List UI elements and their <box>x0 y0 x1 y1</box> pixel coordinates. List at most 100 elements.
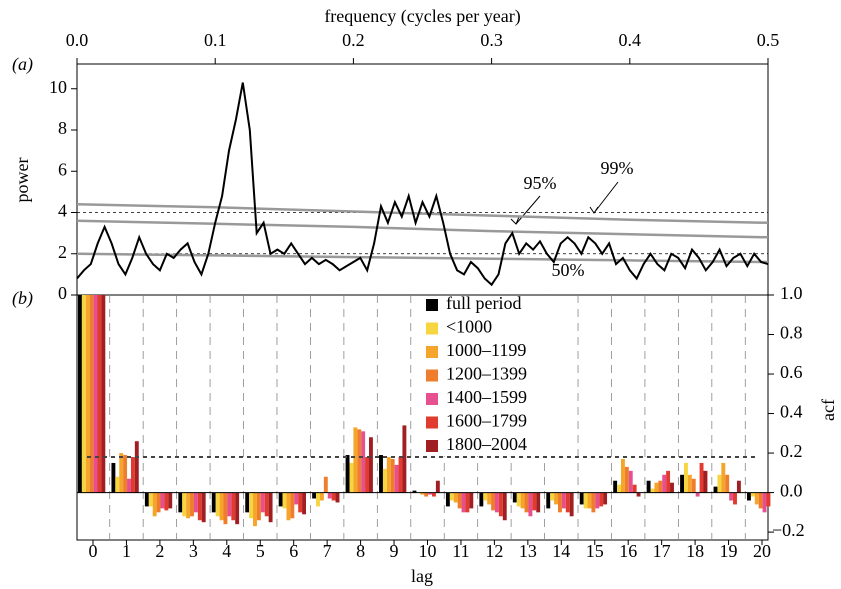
y-tick-label: 0.6 <box>780 362 803 382</box>
bar <box>223 492 228 525</box>
bar <box>680 474 684 493</box>
bar <box>583 492 588 509</box>
bar <box>435 480 440 493</box>
bar <box>736 480 741 493</box>
x-tick-label: 16 <box>619 541 637 561</box>
bar <box>197 492 202 521</box>
bar <box>624 466 629 493</box>
bar <box>766 492 771 507</box>
bar <box>516 492 521 507</box>
bar <box>524 492 529 513</box>
bar <box>168 492 173 509</box>
bar <box>353 427 358 493</box>
bar <box>483 492 488 501</box>
y-axis-label: power <box>12 158 32 203</box>
line-annotation: 99% <box>601 158 634 178</box>
bar <box>747 492 751 501</box>
bar <box>349 462 354 493</box>
bar <box>382 468 387 493</box>
bar <box>398 457 403 493</box>
bar <box>193 492 198 513</box>
bar <box>733 492 737 505</box>
x-tick-label: 11 <box>452 541 469 561</box>
bar <box>186 492 191 519</box>
series-line <box>76 219 769 239</box>
bar <box>699 462 704 493</box>
bar <box>316 492 320 507</box>
bar <box>491 492 495 511</box>
bar <box>182 492 187 517</box>
bar <box>465 492 470 513</box>
y-tick-label: 8 <box>58 118 67 138</box>
bar <box>613 480 618 493</box>
bar <box>331 492 336 501</box>
bar <box>695 492 700 497</box>
bar <box>327 492 332 499</box>
legend-swatch <box>426 440 438 452</box>
x-tick-label: 0 <box>89 541 98 561</box>
bar <box>658 480 663 493</box>
y-tick-label: 1.0 <box>780 283 803 303</box>
bar <box>219 492 224 521</box>
bar <box>282 492 287 509</box>
bar <box>119 453 124 493</box>
bar <box>569 492 574 517</box>
bar <box>666 470 671 493</box>
legend-box <box>418 296 570 456</box>
bar <box>762 492 767 513</box>
bar <box>260 492 265 513</box>
bar <box>190 492 194 517</box>
bar <box>546 492 551 509</box>
bar <box>127 478 131 493</box>
bar <box>256 492 261 521</box>
bar <box>298 492 303 513</box>
legend-swatch <box>426 416 438 429</box>
bar <box>561 492 566 509</box>
series-line <box>76 82 769 287</box>
bar <box>495 492 499 513</box>
bar <box>235 492 240 525</box>
bar <box>420 492 425 495</box>
bar <box>650 488 655 493</box>
bar <box>621 458 625 493</box>
bar <box>703 470 708 493</box>
bar <box>312 492 317 499</box>
bar <box>156 492 161 513</box>
bar <box>729 492 734 501</box>
bar <box>264 492 269 517</box>
bar <box>498 492 503 517</box>
bar <box>528 492 533 517</box>
bar <box>532 492 537 511</box>
bar <box>101 295 106 493</box>
bar <box>636 492 641 497</box>
bar <box>670 482 674 493</box>
bar <box>453 492 458 503</box>
bar <box>579 492 584 505</box>
bar <box>111 462 116 493</box>
bar <box>469 492 474 509</box>
x-tick-label: 0.0 <box>66 30 89 50</box>
legend-label: full period <box>446 293 521 313</box>
bar <box>662 474 667 493</box>
y-tick-label: 0.8 <box>780 323 803 343</box>
bar <box>245 492 250 513</box>
x-tick-label: 2 <box>155 541 164 561</box>
legend-label: <1000 <box>446 317 492 337</box>
bar <box>290 492 295 519</box>
bar <box>365 457 369 493</box>
x-tick-label: 19 <box>720 541 738 561</box>
bar <box>201 492 206 523</box>
bar <box>345 455 350 493</box>
bar <box>152 492 157 517</box>
bar <box>386 457 391 493</box>
y-tick-label: 0 <box>58 283 67 303</box>
plot-frame <box>76 294 769 541</box>
x-tick-label: 13 <box>519 541 537 561</box>
x-tick-label: 0.3 <box>480 30 503 50</box>
bar <box>754 492 759 505</box>
panel-label: (a) <box>12 54 33 75</box>
y-tick-label: −0.2 <box>772 520 805 540</box>
bar <box>449 492 454 501</box>
x-tick-label: 18 <box>686 541 704 561</box>
